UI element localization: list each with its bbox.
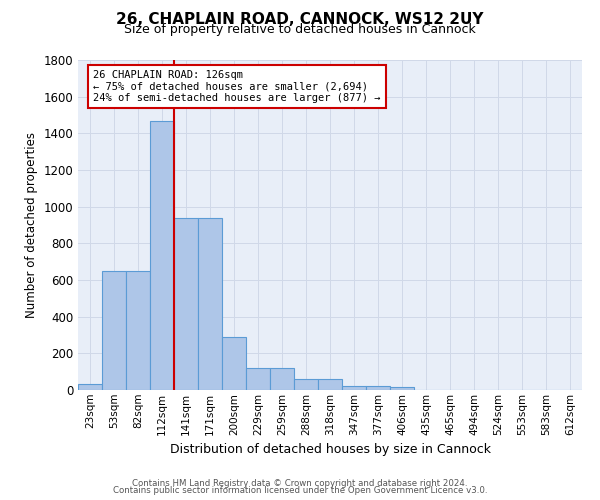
Text: 26 CHAPLAIN ROAD: 126sqm
← 75% of detached houses are smaller (2,694)
24% of sem: 26 CHAPLAIN ROAD: 126sqm ← 75% of detach… (93, 70, 380, 103)
Bar (78, 384, 102, 390)
X-axis label: Distribution of detached houses by size in Cannock: Distribution of detached houses by size … (170, 443, 491, 456)
Bar (246, 368, 270, 390)
Text: 26, CHAPLAIN ROAD, CANNOCK, WS12 2UY: 26, CHAPLAIN ROAD, CANNOCK, WS12 2UY (116, 12, 484, 28)
Bar (126, 271, 150, 390)
Bar (174, 218, 198, 390)
Bar (198, 218, 222, 390)
Text: Contains public sector information licensed under the Open Government Licence v3: Contains public sector information licen… (113, 486, 487, 495)
Y-axis label: Number of detached properties: Number of detached properties (25, 132, 38, 318)
Bar (366, 386, 390, 390)
Bar (390, 387, 414, 390)
Bar (270, 368, 294, 390)
Bar (150, 120, 174, 390)
Bar (318, 379, 342, 390)
Text: Size of property relative to detached houses in Cannock: Size of property relative to detached ho… (124, 24, 476, 36)
Bar (222, 337, 246, 390)
Bar (294, 379, 318, 390)
Text: Contains HM Land Registry data © Crown copyright and database right 2024.: Contains HM Land Registry data © Crown c… (132, 478, 468, 488)
Bar (342, 386, 366, 390)
Bar (102, 271, 126, 390)
